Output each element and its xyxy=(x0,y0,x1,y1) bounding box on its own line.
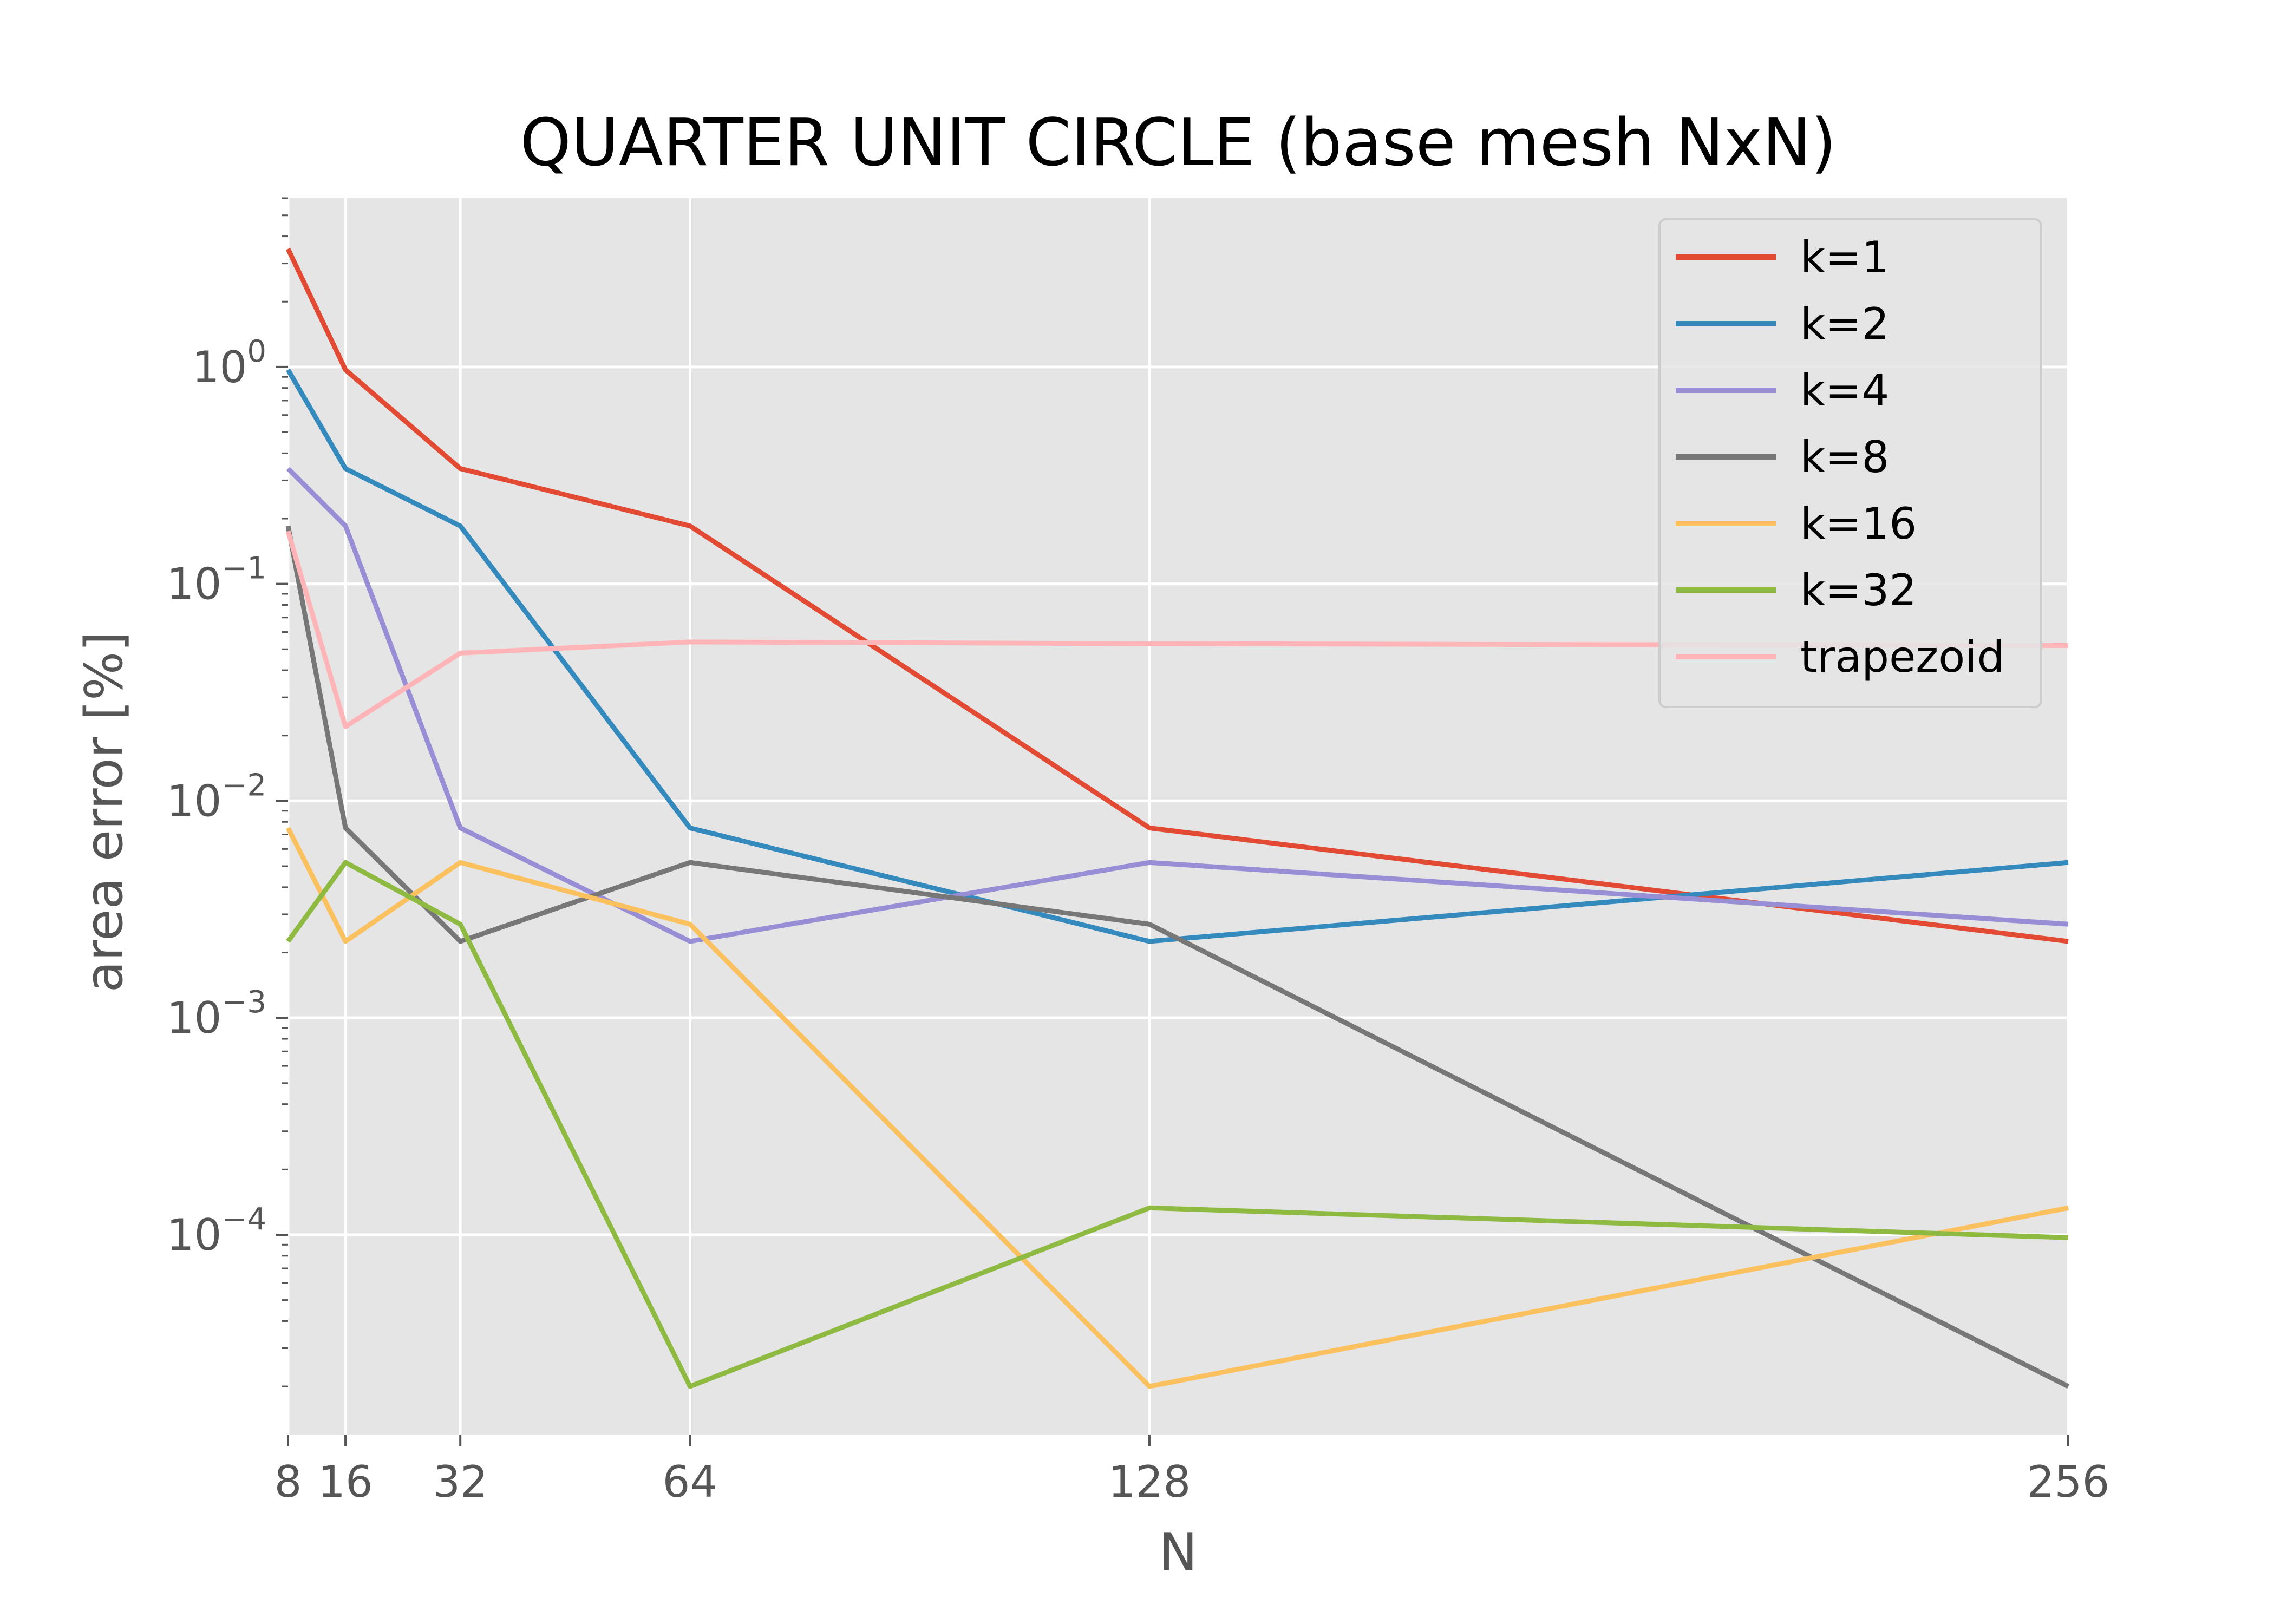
x-tick-label: 32 xyxy=(433,1457,488,1507)
y-axis-label: area error [%] xyxy=(75,632,134,993)
legend-label: trapezoid xyxy=(1800,632,2004,682)
series-line-trapezoid xyxy=(285,530,2069,729)
series-line-k-2 xyxy=(286,368,2069,944)
y-tick-label: 100 xyxy=(192,334,266,392)
legend-label: k=1 xyxy=(1800,232,1889,283)
legend: k=1 k=2 k=4 k=8 k=16 k=32 trapezoid xyxy=(1658,218,2042,708)
legend-label: k=16 xyxy=(1800,499,1917,549)
y-tick-label: 10−4 xyxy=(167,1202,266,1260)
series-line-k-1 xyxy=(285,247,2069,944)
chart-title: QUARTER UNIT CIRCLE (base mesh NxN) xyxy=(520,106,1836,181)
x-tick-label: 16 xyxy=(318,1457,373,1507)
series-line-k-16 xyxy=(285,827,2069,1389)
x-tick-label: 128 xyxy=(1108,1457,1191,1507)
x-axis-label: N xyxy=(1159,1523,1197,1582)
series-lines xyxy=(285,247,2070,1389)
y-tick-label: 10−2 xyxy=(167,768,266,826)
legend-label: k=32 xyxy=(1800,565,1917,615)
y-tick-label: 10−1 xyxy=(167,551,266,610)
legend-label: k=4 xyxy=(1800,365,1889,416)
minor-ticks xyxy=(282,197,288,1387)
legend-label: k=8 xyxy=(1800,432,1889,482)
series-line-k-8 xyxy=(285,525,2070,1389)
legend-label: k=2 xyxy=(1800,299,1889,349)
x-tick-label: 8 xyxy=(275,1457,302,1507)
y-axis-ticks: 100 10−1 10−2 10−3 10−4 xyxy=(167,334,288,1260)
x-axis-ticks: 8 16 32 64 128 256 xyxy=(275,1435,2110,1507)
legend-box xyxy=(1658,218,2042,708)
y-tick-label: 10−3 xyxy=(167,985,266,1043)
series-line-k-32 xyxy=(286,860,2069,1389)
x-tick-label: 256 xyxy=(2027,1457,2110,1507)
series-line-k-4 xyxy=(286,467,2069,944)
x-tick-label: 64 xyxy=(663,1457,718,1507)
